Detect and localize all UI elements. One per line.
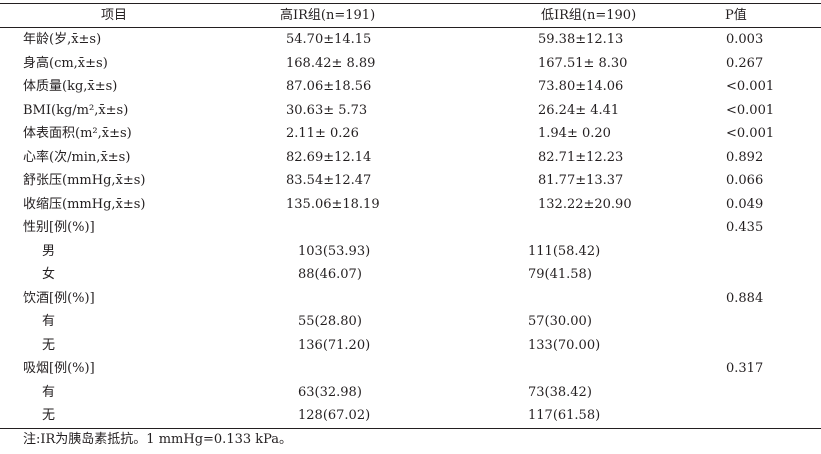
p-value xyxy=(690,263,821,287)
table-row: BMI(kg/m²,x̄±s) 30.63± 5.73 26.24± 4.41 <0.… xyxy=(0,99,821,123)
table-row: 心率(次/min,x̄±s) 82.69±12.14 82.71±12.23 0.89… xyxy=(0,146,821,170)
table-row: 男 103(53.93) 111(58.42) xyxy=(0,240,821,264)
table-row: 性别[例(%)] 0.435 xyxy=(0,216,821,240)
low-ir-value: 133(70.00) xyxy=(528,337,601,353)
table-row: 无 128(67.02) 117(61.58) xyxy=(0,404,821,429)
high-ir-value: 168.42± 8.89 xyxy=(286,55,376,71)
low-ir-value xyxy=(473,357,690,381)
table-row: 年龄(岁,x̄±s) 54.70±14.15 59.38±12.13 0.003 xyxy=(0,28,821,52)
table-header-row: 项目 高IR组(n=191) 低IR组(n=190) P值 xyxy=(0,3,821,28)
table-row: 体质量(kg,x̄±s) 87.06±18.56 73.80±14.06 <0.001 xyxy=(0,75,821,99)
low-ir-value: 1.94± 0.20 xyxy=(538,126,611,141)
row-label: 心率(次/min,x̄±s) xyxy=(23,149,131,165)
low-ir-value: 57(30.00) xyxy=(528,314,592,329)
high-ir-value: 2.11± 0.26 xyxy=(286,126,359,141)
table-row: 有 63(32.98) 73(38.42) xyxy=(0,381,821,405)
high-ir-value: 83.54±12.47 xyxy=(286,173,372,188)
row-label: 男 xyxy=(42,243,56,259)
high-ir-value: 135.06±18.19 xyxy=(286,196,380,212)
low-ir-value: 26.24± 4.41 xyxy=(538,102,620,118)
p-value: <0.001 xyxy=(726,126,775,141)
row-label: 有 xyxy=(42,314,56,329)
row-label: 体质量(kg,x̄±s) xyxy=(23,79,118,94)
row-label: BMI(kg/m²,x̄±s) xyxy=(23,102,129,118)
table-row: 有 55(28.80) 57(30.00) xyxy=(0,310,821,334)
p-value: 0.267 xyxy=(726,55,764,71)
table-row: 身高(cm,x̄±s) 168.42± 8.89 167.51± 8.30 0.267 xyxy=(0,52,821,76)
row-label: 有 xyxy=(42,384,56,400)
table-row: 吸烟[例(%)] 0.317 xyxy=(0,357,821,381)
table-row: 无 136(71.20) 133(70.00) xyxy=(0,334,821,358)
table-footnote: 注:IR为胰岛素抵抗。1 mmHg=0.133 kPa。 xyxy=(23,432,293,447)
high-ir-value: 54.70±14.15 xyxy=(286,32,372,47)
high-ir-value xyxy=(230,216,473,240)
row-label: 无 xyxy=(42,337,56,353)
p-value xyxy=(690,240,821,264)
high-ir-value: 82.69±12.14 xyxy=(286,149,372,165)
low-ir-value: 81.77±13.37 xyxy=(538,173,624,188)
p-value: 0.884 xyxy=(726,290,764,306)
high-ir-value: 87.06±18.56 xyxy=(286,79,372,94)
low-ir-value: 132.22±20.90 xyxy=(538,196,632,212)
p-value: 0.066 xyxy=(726,173,764,188)
row-label: 饮酒[例(%)] xyxy=(23,290,95,306)
table-body: 年龄(岁,x̄±s) 54.70±14.15 59.38±12.13 0.003 身高(… xyxy=(0,28,821,429)
baseline-characteristics-table: 项目 高IR组(n=191) 低IR组(n=190) P值 年龄(岁,x̄±s)… xyxy=(0,3,821,429)
row-label: 舒张压(mmHg,x̄±s) xyxy=(23,173,146,188)
low-ir-value: 117(61.58) xyxy=(473,404,690,429)
low-ir-value: 82.71±12.23 xyxy=(538,149,624,165)
low-ir-value: 73.80±14.06 xyxy=(538,79,624,94)
low-ir-value: 167.51± 8.30 xyxy=(538,55,628,71)
high-ir-value: 55(28.80) xyxy=(298,314,362,329)
row-label: 女 xyxy=(42,267,56,282)
header-item: 项目 xyxy=(0,3,230,28)
p-value: 0.892 xyxy=(726,149,764,165)
p-value: 0.049 xyxy=(726,196,764,212)
table-row: 舒张压(mmHg,x̄±s) 83.54±12.47 81.77±13.37 0.06… xyxy=(0,169,821,193)
high-ir-value xyxy=(230,357,473,381)
p-value xyxy=(690,381,821,405)
high-ir-value: 30.63± 5.73 xyxy=(286,102,368,118)
high-ir-value: 88(46.07) xyxy=(298,267,362,282)
p-value xyxy=(690,334,821,358)
row-label: 年龄(岁,x̄±s) xyxy=(23,32,102,47)
p-value: <0.001 xyxy=(726,102,775,118)
header-high-ir-group: 高IR组(n=191) xyxy=(230,3,473,28)
p-value: 0.317 xyxy=(726,361,764,376)
header-low-ir-group: 低IR组(n=190) xyxy=(473,3,690,28)
low-ir-value: 59.38±12.13 xyxy=(538,32,624,47)
high-ir-value: 63(32.98) xyxy=(298,384,362,400)
header-p-value: P值 xyxy=(690,3,821,28)
low-ir-value xyxy=(473,216,690,240)
high-ir-value xyxy=(230,287,473,311)
p-value: 0.003 xyxy=(726,32,764,47)
high-ir-value: 136(71.20) xyxy=(298,337,371,353)
row-label: 身高(cm,x̄±s) xyxy=(23,55,108,71)
table-row: 女 88(46.07) 79(41.58) xyxy=(0,263,821,287)
p-value: <0.001 xyxy=(726,79,775,94)
low-ir-value: 73(38.42) xyxy=(528,384,592,400)
table-row: 体表面积(m²,x̄±s) 2.11± 0.26 1.94± 0.20 <0.001 xyxy=(0,122,821,146)
high-ir-value: 128(67.02) xyxy=(230,404,473,429)
low-ir-value: 111(58.42) xyxy=(528,243,601,259)
p-value: 0.435 xyxy=(726,220,764,235)
row-label: 性别[例(%)] xyxy=(23,220,95,235)
low-ir-value: 79(41.58) xyxy=(528,267,592,282)
p-value xyxy=(690,310,821,334)
row-label: 吸烟[例(%)] xyxy=(23,361,95,376)
p-value xyxy=(690,404,821,429)
high-ir-value: 103(53.93) xyxy=(298,243,371,259)
row-label: 体表面积(m²,x̄±s) xyxy=(23,126,132,141)
row-label: 收缩压(mmHg,x̄±s) xyxy=(23,196,146,212)
row-label: 无 xyxy=(0,404,230,429)
table-row: 饮酒[例(%)] 0.884 xyxy=(0,287,821,311)
low-ir-value xyxy=(473,287,690,311)
table-row: 收缩压(mmHg,x̄±s) 135.06±18.19 132.22±20.90 0.… xyxy=(0,193,821,217)
